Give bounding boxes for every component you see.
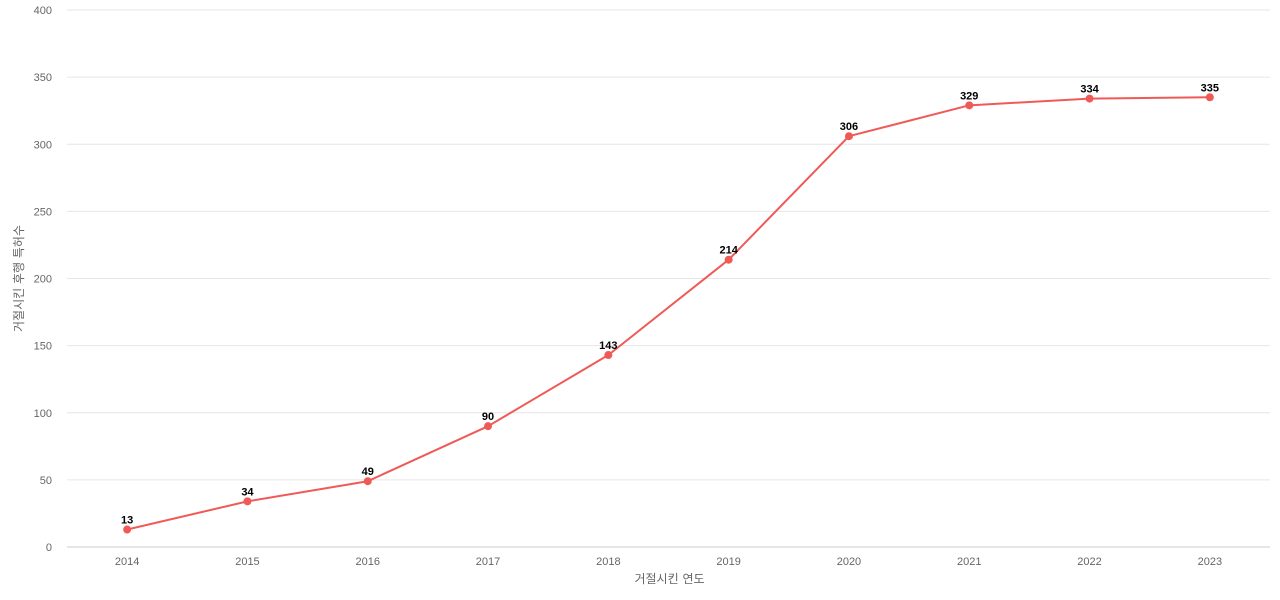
y-tick-label-350: 350 — [34, 72, 52, 84]
data-point-2021 — [965, 101, 974, 110]
x-tick-label-2017: 2017 — [476, 556, 500, 568]
y-tick-label-150: 150 — [34, 341, 52, 353]
data-point-2022 — [1085, 94, 1094, 103]
data-labels: 13 34 49 90 143 214 306 329 334 335 — [121, 82, 1219, 526]
data-label-2017: 90 — [482, 411, 494, 423]
x-tick-label-2023: 2023 — [1198, 556, 1222, 568]
x-tick-label-2014: 2014 — [115, 556, 139, 568]
y-tick-label-200: 200 — [34, 274, 52, 286]
data-label-2023: 335 — [1201, 82, 1219, 94]
y-tick-label-300: 300 — [34, 139, 52, 151]
data-point-2016 — [363, 477, 372, 486]
y-tick-label-400: 400 — [34, 5, 52, 17]
series-line — [126, 96, 1210, 531]
y-tick-label-100: 100 — [34, 408, 52, 420]
data-label-2022: 334 — [1080, 84, 1099, 96]
x-axis-title: 거절시킨 연도 — [634, 572, 704, 586]
series-group — [123, 93, 1214, 534]
data-label-2016: 49 — [362, 466, 374, 478]
data-point-2017 — [484, 422, 493, 431]
x-tick-label-2021: 2021 — [957, 556, 981, 568]
y-tick-label-50: 50 — [40, 475, 52, 487]
grid-lines — [67, 9, 1270, 481]
data-label-2014: 13 — [121, 515, 133, 527]
x-tick-label-2015: 2015 — [235, 556, 259, 568]
data-label-2019: 214 — [719, 245, 738, 257]
y-tick-label-250: 250 — [34, 206, 52, 218]
y-axis-title: 거절시킨 후행 특허수 — [11, 225, 26, 332]
data-point-2020 — [844, 132, 853, 141]
x-tick-label-2020: 2020 — [837, 556, 861, 568]
data-point-2023 — [1205, 93, 1214, 102]
x-tick-label-2016: 2016 — [356, 556, 380, 568]
x-axis-ticks: 2014 2015 2016 2017 2018 2019 2020 2021 2022 2023 — [115, 556, 1222, 568]
data-point-2014 — [123, 525, 132, 534]
data-point-2019 — [724, 255, 733, 264]
x-tick-label-2018: 2018 — [596, 556, 620, 568]
data-label-2020: 306 — [840, 121, 858, 133]
data-point-2015 — [243, 497, 252, 506]
x-tick-label-2019: 2019 — [716, 556, 740, 568]
data-label-2018: 143 — [599, 340, 617, 352]
data-point-2018 — [604, 351, 613, 360]
x-tick-label-2022: 2022 — [1077, 556, 1101, 568]
data-label-2015: 34 — [241, 486, 254, 498]
data-label-2021: 329 — [960, 90, 978, 102]
y-axis-ticks: 0 50 100 150 200 250 300 350 400 — [34, 5, 52, 554]
y-tick-label-0: 0 — [46, 542, 52, 554]
